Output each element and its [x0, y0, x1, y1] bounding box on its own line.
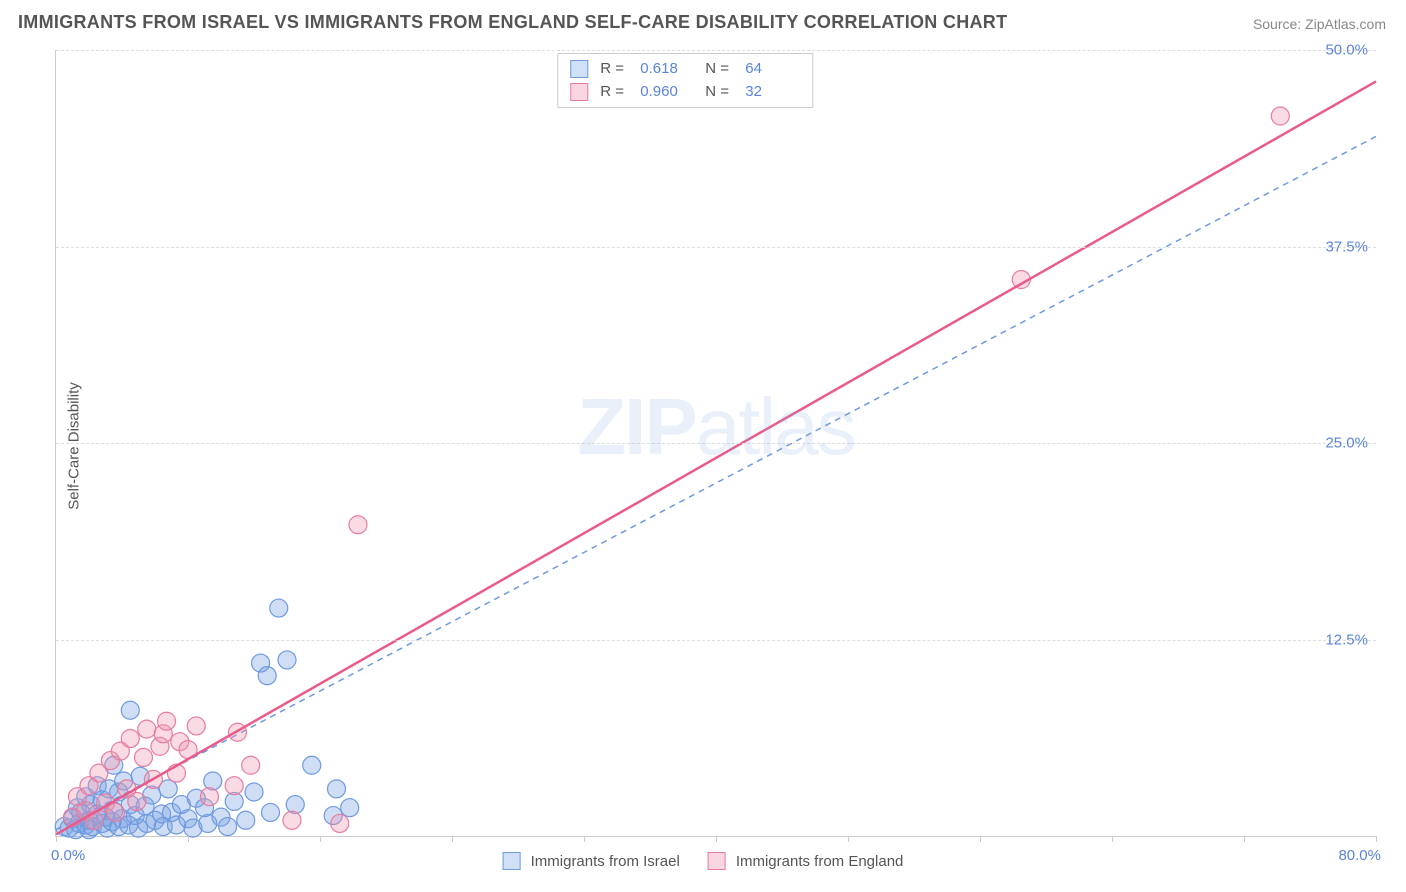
xtick	[584, 836, 585, 842]
trend-line	[56, 81, 1376, 834]
xtick	[452, 836, 453, 842]
gridline-h	[56, 50, 1376, 51]
ytick-label: 12.5%	[1325, 631, 1368, 648]
legend-item-england: Immigrants from England	[708, 852, 904, 870]
x-origin-label: 0.0%	[51, 847, 85, 864]
swatch-england-icon	[708, 852, 726, 870]
legend-row-england: R = 0.960 N = 32	[570, 81, 800, 104]
gridline-h	[56, 247, 1376, 248]
data-point	[237, 811, 255, 829]
xtick	[980, 836, 981, 842]
legend-row-israel: R = 0.618 N = 64	[570, 58, 800, 81]
data-point	[121, 730, 139, 748]
chart-title: IMMIGRANTS FROM ISRAEL VS IMMIGRANTS FRO…	[18, 12, 1007, 33]
data-point	[331, 814, 349, 832]
data-point	[258, 667, 276, 685]
xtick	[716, 836, 717, 842]
xtick	[56, 836, 57, 842]
r-value-israel: 0.618	[640, 58, 695, 81]
swatch-israel	[570, 60, 588, 78]
x-max-label: 80.0%	[1338, 847, 1381, 864]
source-label: Source: ZipAtlas.com	[1253, 16, 1386, 32]
gridline-h	[56, 640, 1376, 641]
data-point	[106, 803, 124, 821]
trend-line	[56, 136, 1376, 829]
data-point	[278, 651, 296, 669]
data-point	[328, 780, 346, 798]
series-legend: Immigrants from Israel Immigrants from E…	[503, 852, 904, 870]
xtick	[320, 836, 321, 842]
r-label: R =	[600, 81, 630, 104]
ytick-label: 37.5%	[1325, 238, 1368, 255]
data-point	[341, 799, 359, 817]
n-label: N =	[705, 58, 735, 81]
n-value-england: 32	[745, 81, 800, 104]
data-point	[134, 748, 152, 766]
data-point	[219, 818, 237, 836]
r-value-england: 0.960	[640, 81, 695, 104]
r-label: R =	[600, 58, 630, 81]
data-point	[1271, 107, 1289, 125]
data-point	[283, 811, 301, 829]
swatch-israel-icon	[503, 852, 521, 870]
data-point	[349, 516, 367, 534]
data-point	[270, 599, 288, 617]
xtick	[1112, 836, 1113, 842]
swatch-england	[570, 83, 588, 101]
data-point	[225, 777, 243, 795]
ytick-label: 50.0%	[1325, 42, 1368, 59]
chart-plot-area: ZIPatlas R = 0.618 N = 64 R = 0.960 N = …	[55, 50, 1376, 837]
legend-label-israel: Immigrants from Israel	[531, 853, 680, 870]
legend-label-england: Immigrants from England	[736, 853, 904, 870]
data-point	[128, 792, 146, 810]
data-point	[245, 783, 263, 801]
ytick-label: 25.0%	[1325, 435, 1368, 452]
data-point	[187, 717, 205, 735]
data-point	[242, 756, 260, 774]
data-point	[138, 720, 156, 738]
data-point	[204, 772, 222, 790]
n-value-israel: 64	[745, 58, 800, 81]
xtick	[1244, 836, 1245, 842]
data-point	[286, 796, 304, 814]
data-point	[158, 712, 176, 730]
xtick	[848, 836, 849, 842]
n-label: N =	[705, 81, 735, 104]
data-point	[121, 701, 139, 719]
xtick	[1376, 836, 1377, 842]
data-point	[200, 788, 218, 806]
data-point	[262, 803, 280, 821]
data-point	[303, 756, 321, 774]
correlation-legend: R = 0.618 N = 64 R = 0.960 N = 32	[557, 53, 813, 108]
legend-item-israel: Immigrants from Israel	[503, 852, 680, 870]
xtick	[188, 836, 189, 842]
gridline-h	[56, 443, 1376, 444]
